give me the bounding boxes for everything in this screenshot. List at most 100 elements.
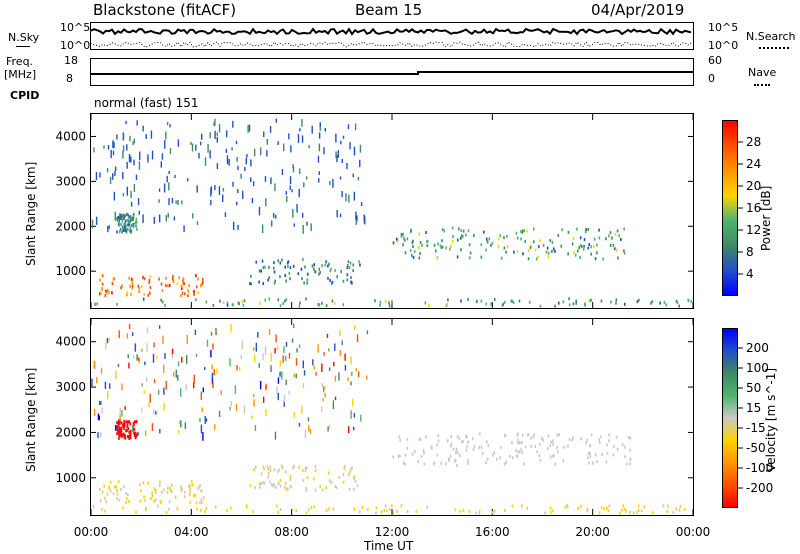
data-cell — [614, 232, 617, 236]
data-cell — [264, 346, 267, 356]
data-cell — [121, 284, 123, 288]
data-cell — [609, 243, 612, 247]
data-cell — [160, 298, 162, 302]
data-cell — [473, 234, 475, 238]
data-cell — [210, 200, 212, 206]
data-cell — [193, 292, 195, 296]
data-cell — [168, 182, 170, 191]
data-cell — [620, 238, 622, 242]
data-cell — [167, 486, 169, 490]
data-cell — [216, 163, 219, 170]
data-cell — [122, 423, 125, 427]
data-cell — [353, 475, 356, 479]
power-colorbar — [722, 120, 738, 296]
data-cell — [467, 229, 470, 233]
data-cell — [342, 279, 345, 283]
data-cell — [163, 403, 165, 411]
data-cell — [325, 304, 328, 308]
data-cell — [210, 188, 212, 197]
data-cell — [113, 142, 115, 149]
noise-tick-left-bottom: 10^0 — [60, 39, 91, 52]
data-cell — [347, 124, 350, 130]
data-cell — [666, 509, 669, 513]
data-cell — [97, 413, 100, 420]
data-cell — [413, 250, 416, 254]
data-cell — [623, 227, 625, 231]
data-cell — [579, 236, 582, 240]
data-cell — [109, 383, 111, 389]
data-cell — [683, 507, 686, 511]
data-cell — [277, 482, 280, 486]
data-cell — [118, 433, 120, 437]
data-cell — [465, 233, 467, 237]
data-cell — [135, 433, 138, 437]
data-cell — [596, 243, 598, 247]
data-cell — [126, 423, 129, 427]
data-cell — [421, 243, 423, 247]
data-cell — [473, 444, 476, 448]
data-cell — [184, 422, 187, 429]
data-cell — [567, 230, 570, 234]
data-cell — [124, 435, 126, 439]
data-cell — [418, 246, 420, 250]
data-cell — [98, 292, 101, 296]
data-cell — [275, 334, 277, 343]
data-cell — [281, 169, 284, 176]
data-cell — [264, 298, 267, 302]
data-cell — [183, 282, 185, 286]
data-cell — [101, 274, 104, 278]
data-cell — [325, 486, 328, 490]
data-cell — [263, 467, 265, 471]
data-cell — [275, 214, 277, 219]
data-cell — [552, 247, 555, 251]
data-cell — [132, 223, 134, 227]
data-cell — [129, 226, 132, 230]
data-cell — [333, 301, 336, 305]
data-cell — [216, 136, 218, 143]
data-cell — [324, 127, 326, 132]
data-cell — [122, 216, 124, 220]
data-cell — [129, 284, 131, 288]
data-cell — [359, 159, 361, 168]
data-cell — [672, 510, 675, 514]
data-cell — [313, 505, 315, 509]
data-cell — [611, 236, 613, 240]
data-cell — [269, 480, 272, 484]
data-cell — [307, 508, 310, 512]
data-cell — [243, 405, 246, 415]
data-cell — [524, 239, 527, 243]
data-cell — [193, 290, 195, 294]
data-cell — [112, 140, 114, 149]
data-cell — [155, 498, 157, 502]
data-cell — [552, 442, 554, 446]
data-cell — [353, 412, 356, 418]
data-cell — [116, 425, 119, 429]
data-cell — [199, 141, 202, 146]
data-cell — [606, 506, 608, 510]
data-cell — [151, 491, 153, 495]
data-cell — [409, 249, 412, 253]
data-cell — [277, 392, 279, 401]
data-cell — [334, 375, 337, 382]
data-cell — [124, 433, 126, 437]
data-cell — [245, 157, 247, 165]
data-cell — [201, 501, 203, 505]
data-cell — [288, 390, 290, 395]
data-cell — [122, 133, 125, 139]
data-cell — [235, 140, 238, 145]
data-cell — [589, 454, 592, 458]
data-cell — [214, 118, 216, 126]
data-cell — [136, 354, 138, 361]
data-cell — [128, 420, 130, 424]
data-cell — [127, 499, 130, 503]
data-cell — [120, 426, 123, 430]
data-cell — [259, 147, 262, 156]
data-cell — [277, 377, 280, 384]
data-cell — [258, 206, 261, 216]
data-cell — [122, 150, 124, 159]
data-cell — [272, 213, 275, 218]
data-cell — [279, 304, 282, 308]
y-tick-label: 4000 — [55, 129, 86, 143]
data-cell — [200, 424, 203, 434]
data-cell — [277, 510, 280, 514]
